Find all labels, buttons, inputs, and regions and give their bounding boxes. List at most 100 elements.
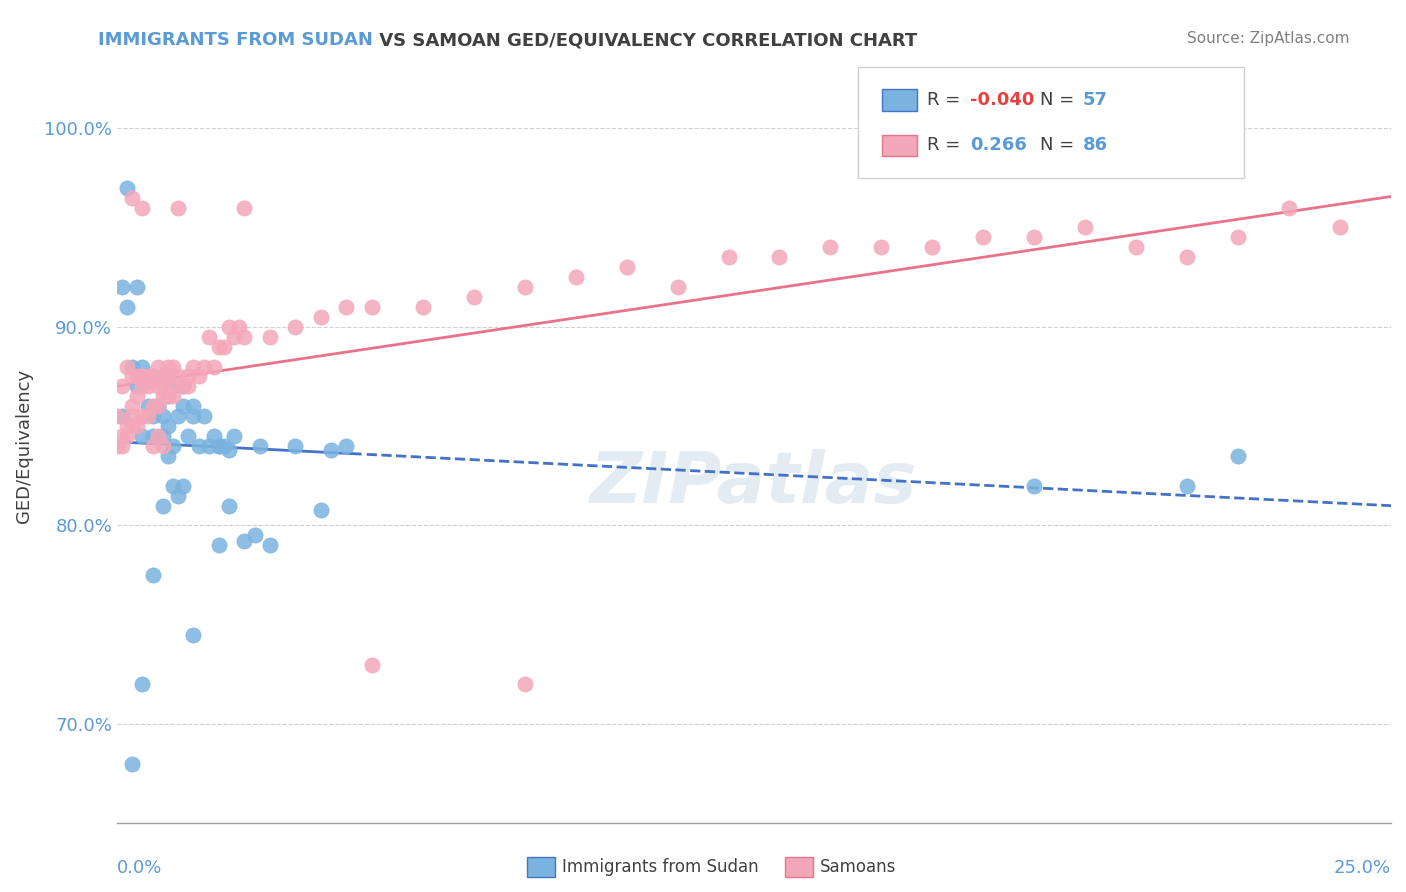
Point [162, 389, 184, 403]
Text: 0.266: 0.266 [970, 136, 1026, 154]
Point [111, 280, 134, 294]
Point [136, 409, 159, 424]
Point [127, 369, 149, 384]
Point [243, 528, 266, 542]
Point [152, 379, 174, 393]
Point [111, 409, 134, 424]
Point [1175, 479, 1198, 493]
Point [136, 379, 159, 393]
Point [172, 479, 194, 493]
Point [1329, 220, 1351, 235]
Point [284, 319, 307, 334]
Point [131, 677, 153, 691]
Point [284, 439, 307, 453]
Point [131, 409, 153, 424]
Point [870, 240, 893, 254]
Point [156, 389, 179, 403]
Point [463, 290, 485, 304]
Point [972, 230, 994, 244]
Point [152, 369, 174, 384]
Point [259, 538, 281, 552]
Point [162, 359, 184, 374]
Point [162, 479, 184, 493]
Point [921, 240, 943, 254]
Point [335, 300, 357, 314]
Point [152, 429, 174, 443]
Point [121, 359, 143, 374]
Point [105, 409, 128, 424]
Text: R =: R = [927, 136, 966, 154]
Point [111, 379, 134, 393]
Text: Samoans: Samoans [820, 858, 896, 876]
Point [335, 439, 357, 453]
Point [1024, 230, 1046, 244]
Point [224, 329, 246, 343]
Point [1024, 479, 1046, 493]
Point [172, 379, 194, 393]
Point [115, 429, 138, 443]
Point [172, 379, 194, 393]
Point [233, 534, 256, 549]
Point [136, 369, 159, 384]
Point [152, 499, 174, 513]
Point [167, 201, 190, 215]
Text: 25.0%: 25.0% [1334, 859, 1391, 877]
Point [193, 409, 215, 424]
Point [309, 310, 332, 324]
Point [1227, 230, 1250, 244]
Text: N =: N = [1040, 91, 1080, 109]
Point [218, 499, 240, 513]
Text: -0.040: -0.040 [970, 91, 1035, 109]
Point [167, 489, 190, 503]
Point [717, 250, 740, 264]
Point [249, 439, 271, 453]
Y-axis label: GED/Equivalency: GED/Equivalency [15, 369, 32, 523]
Point [156, 359, 179, 374]
Point [156, 419, 179, 434]
Point [146, 399, 169, 413]
Point [208, 340, 231, 354]
Text: 86: 86 [1083, 136, 1108, 154]
Point [131, 369, 153, 384]
Point [121, 419, 143, 434]
Point [142, 439, 165, 453]
Point [666, 280, 689, 294]
Point [121, 399, 143, 413]
Point [121, 191, 143, 205]
Point [121, 369, 143, 384]
Point [1278, 201, 1301, 215]
Point [202, 429, 225, 443]
Point [183, 628, 205, 642]
Point [121, 756, 143, 771]
Point [136, 399, 159, 413]
Point [208, 439, 231, 453]
Point [177, 379, 200, 393]
Point [208, 538, 231, 552]
Text: Source: ZipAtlas.com: Source: ZipAtlas.com [1187, 31, 1350, 46]
Point [127, 379, 149, 393]
Point [146, 399, 169, 413]
Point [212, 439, 235, 453]
Point [820, 240, 842, 254]
Point [197, 439, 219, 453]
Point [142, 369, 165, 384]
Point [218, 319, 240, 334]
Text: N =: N = [1040, 136, 1080, 154]
Point [131, 201, 153, 215]
Text: Immigrants from Sudan: Immigrants from Sudan [562, 858, 759, 876]
Point [115, 180, 138, 194]
Point [152, 439, 174, 453]
Point [1125, 240, 1147, 254]
Point [162, 439, 184, 453]
Point [197, 329, 219, 343]
Point [162, 379, 184, 393]
Point [131, 379, 153, 393]
Text: R =: R = [927, 91, 966, 109]
Point [1175, 250, 1198, 264]
Point [152, 409, 174, 424]
Point [142, 399, 165, 413]
Point [513, 280, 536, 294]
Point [156, 369, 179, 384]
Point [233, 329, 256, 343]
Point [183, 409, 205, 424]
